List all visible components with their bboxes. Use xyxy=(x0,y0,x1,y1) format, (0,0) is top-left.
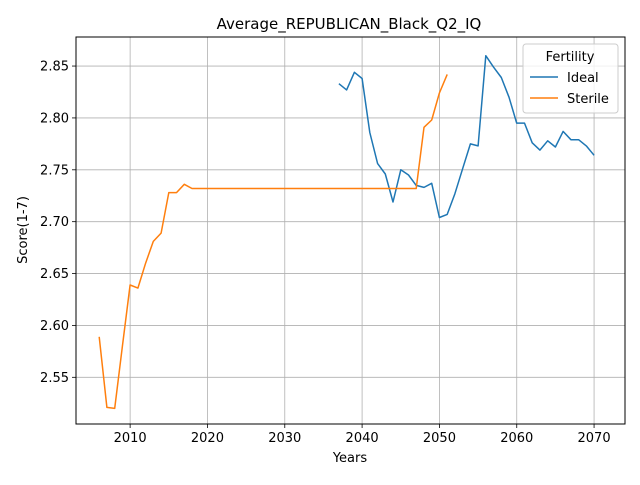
y-axis-ticks: 2.55 2.60 2.65 2.70 2.75 2.80 2.85 xyxy=(40,60,76,386)
x-tick-label: 2040 xyxy=(346,431,379,446)
legend-label-sterile: Sterile xyxy=(567,92,609,107)
legend-box xyxy=(522,43,619,114)
x-axis-label: Years xyxy=(332,451,368,466)
y-tick-label: 2.70 xyxy=(40,215,69,230)
x-tick-label: 2020 xyxy=(191,431,224,446)
grid xyxy=(76,37,625,424)
y-tick-label: 2.85 xyxy=(40,60,69,75)
y-axis-label: Score(1-7) xyxy=(16,196,31,264)
x-tick-label: 2060 xyxy=(500,431,533,446)
legend-title: Fertility xyxy=(546,50,595,65)
x-tick-label: 2050 xyxy=(423,431,456,446)
series-line-sterile xyxy=(98,74,448,410)
y-tick-label: 2.55 xyxy=(40,371,69,386)
y-tick-label: 2.80 xyxy=(40,111,69,126)
series-group xyxy=(98,54,595,410)
y-tick-label: 2.75 xyxy=(40,163,69,178)
legend-label-ideal: Ideal xyxy=(567,71,599,86)
x-tick-label: 2030 xyxy=(268,431,301,446)
y-tick-label: 2.65 xyxy=(40,267,69,282)
x-tick-label: 2010 xyxy=(114,431,147,446)
x-tick-label: 2070 xyxy=(578,431,611,446)
legend: Fertility Ideal Sterile xyxy=(522,43,619,114)
plot-frame xyxy=(75,36,626,425)
x-axis-ticks: 2010 2020 2030 2040 2050 2060 2070 xyxy=(114,424,611,446)
series-line-ideal xyxy=(338,54,595,219)
chart-title: Average_REPUBLICAN_Black_Q2_IQ xyxy=(217,15,482,34)
y-tick-label: 2.60 xyxy=(40,319,69,334)
